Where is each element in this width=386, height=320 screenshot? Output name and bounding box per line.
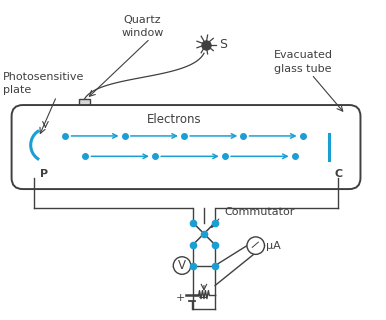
Text: glass tube: glass tube xyxy=(274,64,331,74)
Text: Photosensitive: Photosensitive xyxy=(3,72,84,82)
Text: C: C xyxy=(335,169,343,179)
Text: Electrons: Electrons xyxy=(147,113,201,126)
Text: +: + xyxy=(176,293,186,303)
Text: S: S xyxy=(219,38,227,52)
FancyBboxPatch shape xyxy=(12,105,361,189)
Circle shape xyxy=(247,237,264,254)
Text: plate: plate xyxy=(3,85,31,95)
FancyBboxPatch shape xyxy=(79,99,90,114)
Text: Commutator: Commutator xyxy=(224,207,295,217)
Text: Evacuated: Evacuated xyxy=(274,51,333,60)
Text: μA: μA xyxy=(266,241,281,251)
Circle shape xyxy=(173,257,191,274)
Text: window: window xyxy=(121,28,163,38)
Text: V: V xyxy=(178,259,186,272)
Text: P: P xyxy=(40,169,48,179)
Text: −: − xyxy=(198,292,208,305)
Text: Quartz: Quartz xyxy=(124,15,161,25)
